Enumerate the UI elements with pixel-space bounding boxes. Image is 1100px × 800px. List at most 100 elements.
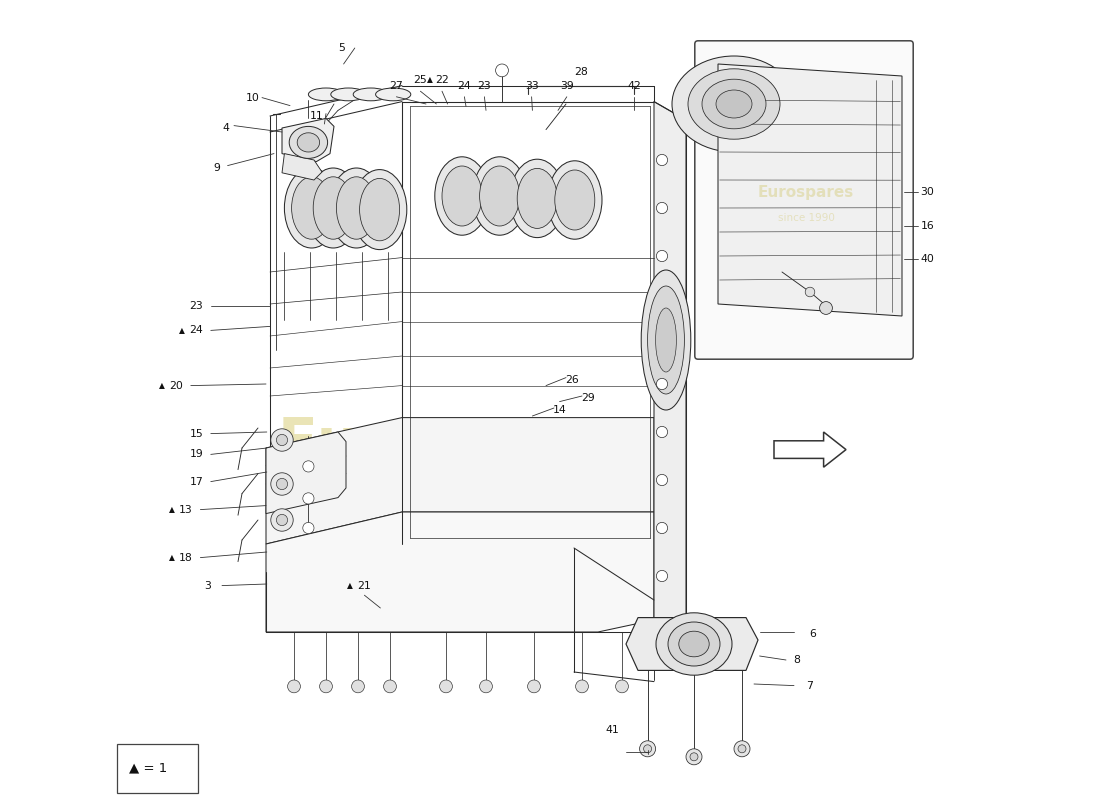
Ellipse shape <box>672 56 796 152</box>
Text: 33: 33 <box>525 81 539 90</box>
Text: 30: 30 <box>921 187 935 197</box>
Ellipse shape <box>331 88 366 101</box>
Ellipse shape <box>314 177 353 239</box>
Polygon shape <box>774 432 846 467</box>
Ellipse shape <box>656 613 732 675</box>
Polygon shape <box>266 512 654 632</box>
Polygon shape <box>282 154 322 180</box>
Text: 23: 23 <box>189 302 204 311</box>
Circle shape <box>657 378 668 390</box>
Circle shape <box>320 680 332 693</box>
FancyBboxPatch shape <box>695 41 913 359</box>
Circle shape <box>690 753 698 761</box>
Text: Eurospares: Eurospares <box>277 415 647 473</box>
Ellipse shape <box>442 166 482 226</box>
Polygon shape <box>282 118 334 162</box>
Polygon shape <box>266 432 346 514</box>
Text: 41: 41 <box>605 725 619 734</box>
Text: 21: 21 <box>358 581 372 590</box>
Ellipse shape <box>306 168 361 248</box>
Ellipse shape <box>656 308 676 372</box>
Ellipse shape <box>702 79 766 129</box>
Ellipse shape <box>517 168 558 229</box>
Ellipse shape <box>297 133 320 152</box>
Text: Eurospares: Eurospares <box>758 185 854 199</box>
Circle shape <box>657 474 668 486</box>
Text: 15: 15 <box>189 429 204 438</box>
Text: 5: 5 <box>339 43 345 53</box>
Circle shape <box>440 680 452 693</box>
Text: 17: 17 <box>189 477 204 486</box>
Text: 18: 18 <box>179 553 192 562</box>
Text: 24: 24 <box>189 326 204 335</box>
Ellipse shape <box>337 177 376 239</box>
Ellipse shape <box>648 286 684 394</box>
Polygon shape <box>654 102 686 648</box>
Ellipse shape <box>480 166 519 226</box>
Text: 40: 40 <box>921 254 935 264</box>
Text: 3: 3 <box>205 581 211 590</box>
Ellipse shape <box>679 631 710 657</box>
Ellipse shape <box>352 170 407 250</box>
Circle shape <box>276 478 287 490</box>
Circle shape <box>644 745 651 753</box>
Ellipse shape <box>641 270 691 410</box>
Text: 13: 13 <box>179 505 192 514</box>
Text: 8: 8 <box>793 655 800 665</box>
Circle shape <box>302 461 313 472</box>
Circle shape <box>657 522 668 534</box>
Circle shape <box>657 570 668 582</box>
Text: 20: 20 <box>169 381 184 390</box>
Text: 28: 28 <box>574 67 589 77</box>
Text: 39: 39 <box>560 81 574 90</box>
Circle shape <box>287 680 300 693</box>
Circle shape <box>657 202 668 214</box>
Ellipse shape <box>353 88 388 101</box>
Text: 7: 7 <box>806 681 813 690</box>
Ellipse shape <box>668 622 720 666</box>
Circle shape <box>302 493 313 504</box>
Circle shape <box>276 434 287 446</box>
Text: 10: 10 <box>245 93 260 102</box>
Ellipse shape <box>434 157 490 235</box>
Circle shape <box>496 64 508 77</box>
Text: 9: 9 <box>213 163 220 173</box>
Text: 14: 14 <box>552 405 567 414</box>
Text: 22: 22 <box>436 75 449 85</box>
Circle shape <box>820 302 833 314</box>
Text: ▲: ▲ <box>179 326 185 335</box>
Ellipse shape <box>548 161 602 239</box>
Circle shape <box>657 154 668 166</box>
Circle shape <box>528 680 540 693</box>
FancyBboxPatch shape <box>118 744 198 793</box>
Circle shape <box>639 741 656 757</box>
Text: ▲: ▲ <box>427 75 433 85</box>
Text: 26: 26 <box>565 375 580 385</box>
Text: ▲: ▲ <box>168 553 175 562</box>
Ellipse shape <box>716 90 752 118</box>
Text: 16: 16 <box>921 221 935 230</box>
Circle shape <box>271 429 294 451</box>
Circle shape <box>616 680 628 693</box>
Circle shape <box>805 287 815 297</box>
Text: 42: 42 <box>627 81 641 90</box>
Circle shape <box>738 745 746 753</box>
Ellipse shape <box>360 178 399 241</box>
Text: ▲: ▲ <box>160 381 165 390</box>
Text: a passion for parts since 1990: a passion for parts since 1990 <box>284 488 640 512</box>
Polygon shape <box>718 64 902 316</box>
Text: since 1990: since 1990 <box>778 213 835 222</box>
Text: 24: 24 <box>458 81 471 90</box>
Circle shape <box>657 250 668 262</box>
Ellipse shape <box>289 126 328 158</box>
Text: 27: 27 <box>389 81 404 90</box>
Circle shape <box>480 680 493 693</box>
Text: 19: 19 <box>189 450 204 459</box>
Ellipse shape <box>292 177 331 239</box>
Text: ▲: ▲ <box>348 581 353 590</box>
Text: 4: 4 <box>222 123 230 133</box>
Text: 11: 11 <box>309 111 323 121</box>
Circle shape <box>302 522 313 534</box>
Circle shape <box>271 509 294 531</box>
Ellipse shape <box>510 159 564 238</box>
